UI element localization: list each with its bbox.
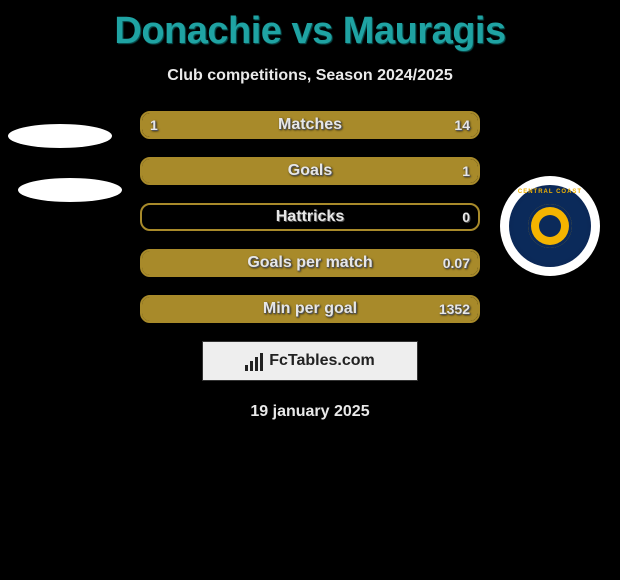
stat-bar: 1352Min per goal: [140, 295, 480, 323]
stats-container: 114Matches 1Goals 0Hattricks 0.07Goals per …: [140, 111, 480, 323]
stat-fill-right: [164, 113, 478, 137]
chart-icon: [245, 351, 265, 371]
snapshot-date: 19 january 2025: [0, 403, 620, 421]
stat-bar: 0Hattricks: [140, 203, 480, 231]
brand-box[interactable]: FcTables.com: [202, 341, 418, 381]
club-badge-core: [528, 204, 572, 248]
page-title: Donachie vs Mauragis: [0, 0, 620, 53]
subtitle: Club competitions, Season 2024/2025: [0, 67, 620, 85]
club-badge-text: CENTRAL COAST: [509, 189, 591, 195]
stat-fill-right: [142, 251, 478, 275]
stat-fill-right: [142, 159, 478, 183]
stat-label: Hattricks: [142, 205, 478, 229]
stat-fill-right: [142, 297, 478, 321]
player-left-avatar-1: [8, 124, 112, 148]
club-badge: CENTRAL COAST: [500, 176, 600, 276]
stat-bar: 1Goals: [140, 157, 480, 185]
stat-fill-left: [142, 113, 164, 137]
stat-value-right: 0: [454, 205, 478, 229]
player-left-avatar-2: [18, 178, 122, 202]
stat-bar: 0.07Goals per match: [140, 249, 480, 277]
stat-bar: 114Matches: [140, 111, 480, 139]
club-badge-inner: CENTRAL COAST: [509, 185, 591, 267]
brand-text: FcTables.com: [269, 352, 375, 370]
